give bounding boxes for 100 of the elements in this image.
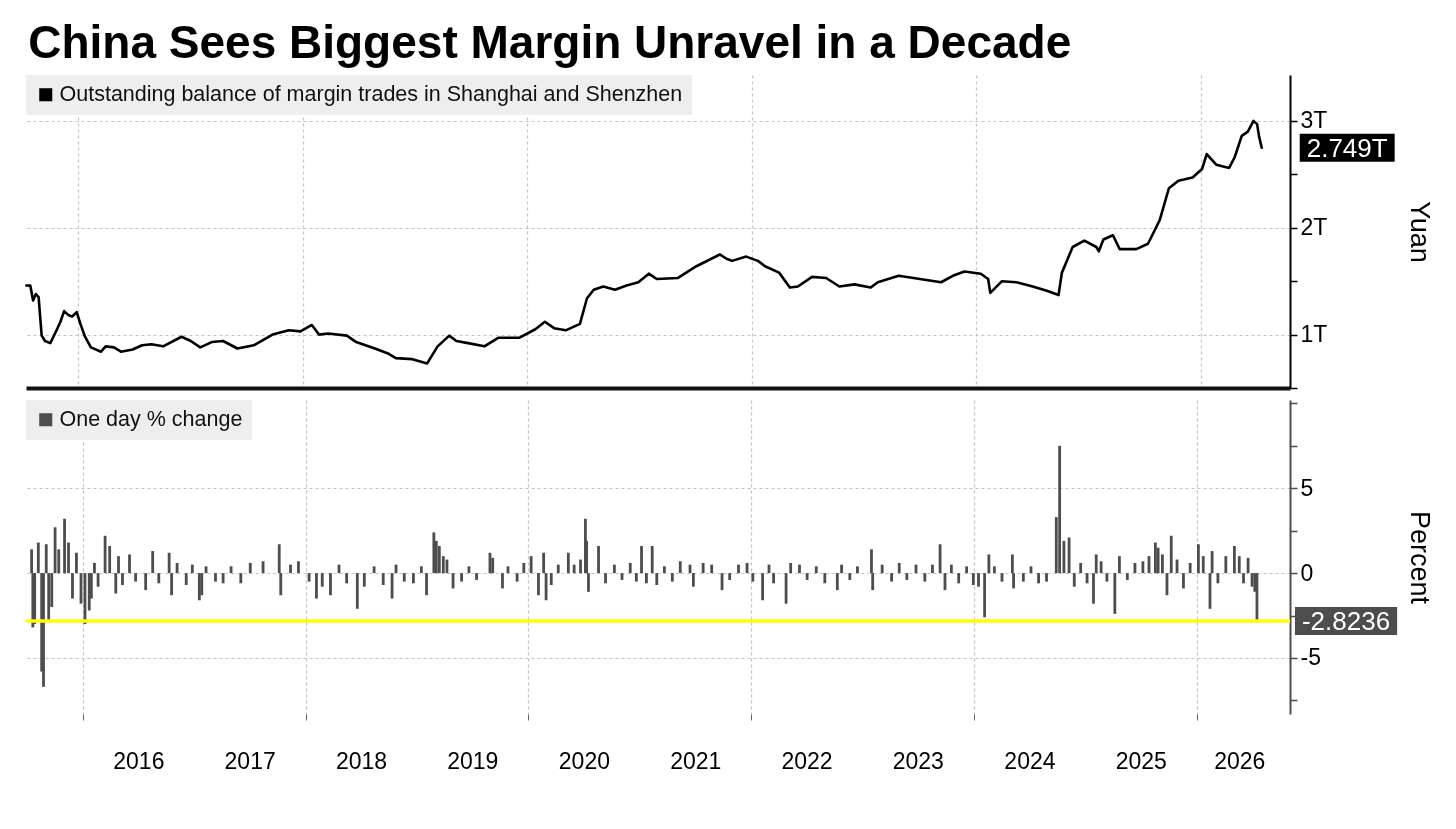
bar — [93, 562, 96, 574]
bar — [965, 566, 969, 574]
bar — [63, 518, 66, 574]
bar — [663, 566, 666, 574]
bar — [897, 562, 901, 574]
bar — [329, 573, 332, 596]
bar — [710, 564, 714, 574]
bar — [437, 545, 441, 574]
bar — [880, 564, 884, 574]
bar — [728, 573, 732, 580]
bar — [432, 532, 436, 574]
bar — [190, 564, 194, 574]
bar — [987, 554, 991, 574]
bar — [840, 564, 843, 574]
bar — [1182, 573, 1185, 589]
line-series — [25, 119, 1264, 365]
bar — [628, 562, 632, 574]
bar — [751, 573, 755, 582]
bar — [184, 573, 188, 586]
bar — [1201, 556, 1205, 574]
x-tick-label: 2016 — [113, 747, 165, 774]
bar — [1188, 562, 1192, 574]
x-tick-label: 2023 — [892, 747, 944, 774]
x-tick-label: 2024 — [1004, 747, 1056, 774]
bar — [549, 573, 553, 586]
bar — [1210, 551, 1214, 574]
bar — [128, 554, 131, 574]
bar — [71, 573, 74, 599]
bar — [1021, 573, 1025, 582]
y-tick-label: 1T — [1300, 321, 1328, 348]
bar — [1037, 573, 1040, 584]
bar — [645, 573, 648, 584]
bar — [1196, 544, 1200, 574]
bar — [460, 573, 464, 582]
bar — [419, 566, 423, 574]
bar — [121, 573, 124, 586]
bar — [522, 562, 526, 574]
bar — [1094, 554, 1098, 574]
bar — [634, 573, 638, 582]
bar — [1169, 535, 1173, 574]
bar — [475, 573, 478, 580]
y-tick-label: 5 — [1300, 474, 1314, 501]
bar — [650, 545, 654, 574]
bar — [1224, 556, 1228, 574]
bar — [214, 573, 217, 582]
bar — [798, 564, 801, 574]
bar — [805, 573, 809, 580]
bar — [134, 573, 137, 582]
bar — [1153, 542, 1157, 574]
y-tick-label: 0 — [1300, 559, 1314, 586]
bar — [537, 573, 540, 596]
x-tick-label: 2018 — [335, 747, 388, 774]
bar — [529, 556, 533, 574]
bar — [1141, 561, 1145, 574]
bar — [772, 573, 775, 584]
x-tick-label: 2020 — [558, 747, 610, 774]
bar — [566, 552, 570, 574]
y-tick-label: 2T — [1300, 214, 1328, 241]
bar — [103, 535, 107, 574]
bar — [315, 573, 318, 599]
bar — [701, 562, 705, 574]
bar — [355, 573, 359, 609]
bar — [572, 564, 576, 574]
bar — [670, 573, 674, 582]
bar — [114, 573, 118, 594]
bar — [823, 573, 827, 584]
bar — [579, 559, 582, 574]
bar — [381, 573, 385, 586]
bar — [248, 562, 252, 574]
chart-title: China Sees Biggest Margin Unravel in a Decade — [28, 16, 1072, 68]
bar — [848, 573, 852, 580]
bar — [1118, 556, 1121, 574]
bar — [992, 566, 996, 574]
x-tick-label: 2017 — [224, 747, 276, 774]
bar — [957, 573, 961, 584]
bar — [1058, 445, 1062, 574]
bar — [640, 545, 643, 574]
bar — [737, 564, 740, 574]
bar — [1045, 573, 1048, 582]
legend-label: Outstanding balance of margin trades in Shanghai and Shenzhen — [59, 81, 683, 106]
bar — [971, 573, 975, 586]
bar — [239, 573, 243, 584]
bar — [307, 573, 311, 582]
bar — [200, 573, 204, 596]
bar — [362, 573, 366, 587]
bar — [36, 542, 40, 574]
bar — [983, 573, 987, 618]
bar — [1237, 556, 1241, 574]
bar — [1232, 545, 1236, 574]
bar — [289, 564, 292, 574]
x-tick-label: 2022 — [781, 747, 833, 774]
y-tick-label: 3T — [1300, 107, 1328, 134]
bar — [789, 562, 793, 574]
bar — [117, 556, 120, 574]
bar — [556, 564, 560, 574]
bar — [412, 573, 415, 584]
bar — [1113, 573, 1117, 614]
bar — [221, 573, 225, 584]
bar — [977, 573, 980, 587]
legend-label: One day % change — [59, 406, 243, 431]
